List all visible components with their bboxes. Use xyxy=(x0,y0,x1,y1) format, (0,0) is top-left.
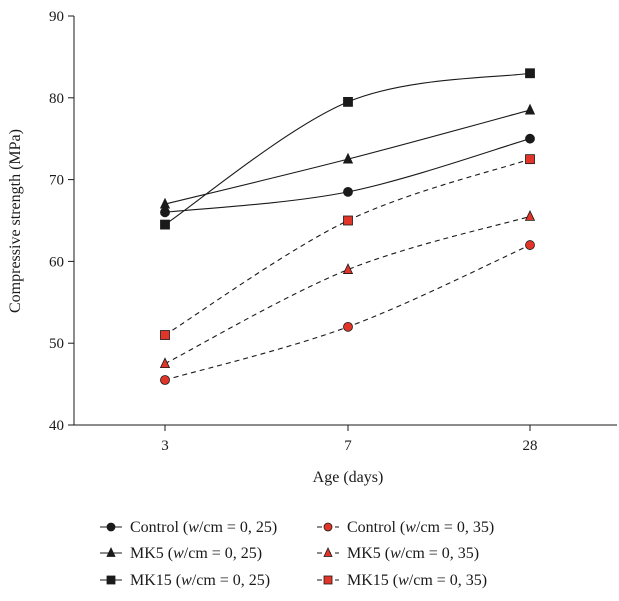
data-point-circle xyxy=(160,375,170,385)
legend-label-part: w xyxy=(181,572,192,589)
data-point-triangle xyxy=(159,197,171,209)
y-tick-label: 50 xyxy=(49,336,64,352)
legend-marker-circle xyxy=(106,522,116,532)
y-tick-label: 40 xyxy=(49,418,64,434)
data-point-square xyxy=(343,215,353,226)
legend-item: MK5 (w/cm = 0, 25) xyxy=(100,545,262,562)
legend-marker-square xyxy=(106,575,116,585)
legend-label-part: /cm = 0, 25) xyxy=(184,545,262,562)
legend-label-part: Control ( xyxy=(347,519,405,536)
series-markers xyxy=(159,68,536,385)
legend-label: MK15 (w/cm = 0, 25) xyxy=(130,572,270,589)
legend-item: Control (w/cm = 0, 25) xyxy=(100,519,277,536)
legend-label-part: w xyxy=(390,545,401,562)
series-lines xyxy=(164,72,531,381)
data-point-circle xyxy=(343,321,353,332)
data-point-circle xyxy=(160,207,170,218)
legend-item: MK5 (w/cm = 0, 35) xyxy=(317,545,479,562)
legend-item: MK15 (w/cm = 0, 35) xyxy=(317,572,487,589)
x-ticks: 3 7 28 xyxy=(161,425,538,454)
legend-label: Control (w/cm = 0, 35) xyxy=(347,519,494,536)
legend-marker-triangle xyxy=(323,547,333,557)
legend-label: MK15 (w/cm = 0, 35) xyxy=(347,572,487,589)
y-tick-label: 70 xyxy=(49,173,64,189)
legend-label-part: /cm = 0, 35) xyxy=(409,572,487,589)
data-point-triangle xyxy=(159,357,171,369)
legend-label-part: w xyxy=(188,519,199,536)
legend-item: MK15 (w/cm = 0, 25) xyxy=(100,572,270,589)
data-point-triangle xyxy=(524,103,536,115)
legend-item: Control (w/cm = 0, 35) xyxy=(317,519,494,536)
x-tick-label: 28 xyxy=(523,438,538,454)
data-point-square xyxy=(525,154,535,165)
x-tick-label: 3 xyxy=(161,438,169,454)
data-point-triangle xyxy=(342,263,354,274)
series-line-2 xyxy=(164,72,531,226)
legend-label-part: w xyxy=(173,545,184,562)
legend-label-part: w xyxy=(398,572,409,589)
data-point-square xyxy=(160,330,170,340)
y-axis-title: Compressive strength (MPa) xyxy=(7,129,24,313)
series-line-5 xyxy=(164,158,531,336)
legend-label-part: MK15 ( xyxy=(130,572,181,589)
x-axis-title: Age (days) xyxy=(313,469,384,486)
legend-label-part: MK5 ( xyxy=(347,545,390,562)
legend-label-part: Control ( xyxy=(130,519,188,536)
legend-marker-square xyxy=(323,575,333,585)
series-line-4 xyxy=(164,215,531,365)
legend-label: Control (w/cm = 0, 25) xyxy=(130,519,277,536)
data-point-square xyxy=(343,96,353,107)
legend-label: MK5 (w/cm = 0, 35) xyxy=(347,545,479,562)
legend-label-part: /cm = 0, 35) xyxy=(416,519,494,536)
y-tick-label: 80 xyxy=(49,91,64,107)
x-tick-label: 7 xyxy=(344,438,352,454)
legend-marker-triangle xyxy=(106,547,116,557)
legend-marker-circle xyxy=(323,522,333,532)
legend-label-part: /cm = 0, 25) xyxy=(192,572,270,589)
y-ticks: 40 50 60 70 80 90 xyxy=(49,9,74,434)
legend-label-part: /cm = 0, 25) xyxy=(199,519,277,536)
legend-label: MK5 (w/cm = 0, 25) xyxy=(130,545,262,562)
data-point-circle xyxy=(525,133,535,144)
data-point-triangle xyxy=(342,152,354,164)
legend-label-part: w xyxy=(405,519,416,536)
legend-label-part: MK5 ( xyxy=(130,545,173,562)
data-point-triangle xyxy=(524,209,536,221)
legend: Control (w/cm = 0, 25)MK5 (w/cm = 0, 25)… xyxy=(100,519,494,589)
data-point-square xyxy=(160,219,170,230)
y-tick-label: 90 xyxy=(49,9,64,25)
data-point-circle xyxy=(343,186,353,197)
data-point-circle xyxy=(525,240,535,250)
legend-label-part: MK15 ( xyxy=(347,572,398,589)
y-tick-label: 60 xyxy=(49,254,64,270)
data-point-square xyxy=(525,68,535,79)
legend-label-part: /cm = 0, 35) xyxy=(401,545,479,562)
